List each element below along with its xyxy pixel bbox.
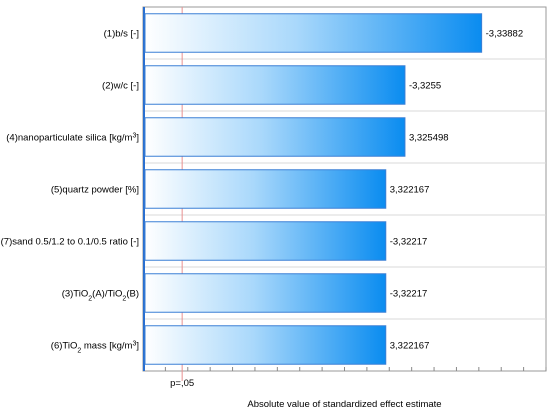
category-label: (4)nanoparticulate silica [kg/m3]: [6, 132, 139, 144]
value-label: 3,322167: [390, 185, 430, 196]
category-labels: (1)b/s [-] (2)w/c [-] (4)nanoparticulate s…: [1, 29, 139, 355]
bar: [144, 169, 387, 209]
category-label: (2)w/c [-]: [102, 81, 139, 92]
value-label: -3,32217: [390, 289, 428, 300]
bar: [144, 221, 387, 261]
value-label: -3,3255: [409, 81, 441, 92]
bar: [144, 65, 406, 105]
value-labels: -3,33882 -3,3255 3,325498 3,322167 -3,32217 -…: [390, 29, 523, 352]
category-label: (6)TiO2 mass [kg/m3]: [51, 340, 139, 354]
value-label: -3,33882: [486, 29, 524, 40]
x-axis-label: Absolute value of standardized effect es…: [247, 399, 441, 410]
value-label: -3,32217: [390, 237, 428, 248]
bar: [144, 325, 387, 365]
value-label: 3,325498: [409, 133, 449, 144]
bar: [144, 273, 387, 313]
bar: [144, 117, 406, 157]
bar: [144, 13, 483, 53]
value-label: 3,322167: [390, 341, 430, 352]
reference-line-label: p=,05: [170, 378, 194, 389]
bars-group: [144, 13, 483, 365]
category-label: (7)sand 0.5/1.2 to 0.1/0.5 ratio [-]: [1, 237, 139, 248]
category-label: (1)b/s [-]: [104, 29, 139, 40]
category-label: (3)TiO2(A)/TiO2(B): [62, 289, 139, 303]
category-label: (5)quartz powder [%]: [51, 185, 139, 196]
